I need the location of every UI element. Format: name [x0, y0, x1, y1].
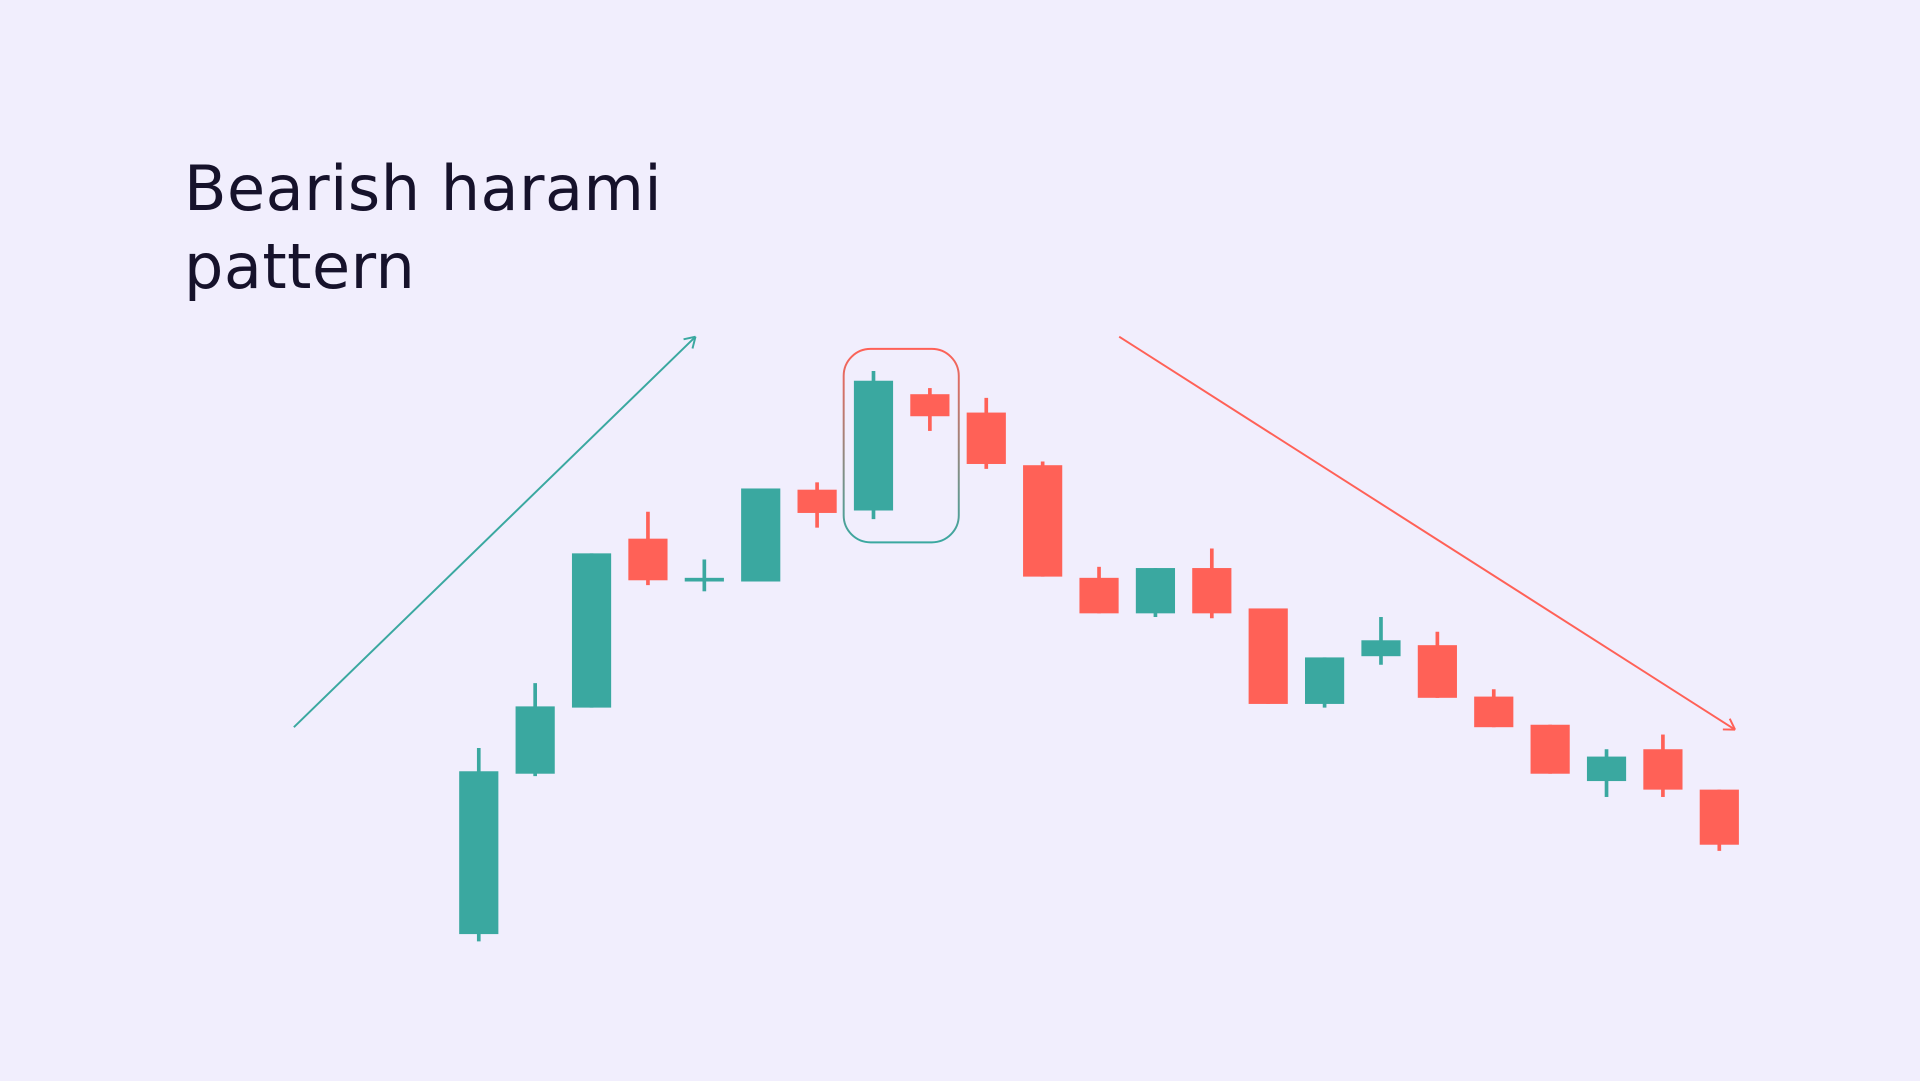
- candle-body: [628, 538, 668, 581]
- candle-body: [853, 380, 894, 511]
- candle-body: [459, 771, 499, 935]
- candle-body: [1305, 657, 1345, 704]
- candle-body: [966, 412, 1006, 464]
- candle-12: [1079, 566, 1119, 614]
- candle-body: [1530, 724, 1570, 774]
- candle-body: [1361, 640, 1401, 657]
- candle-body: [741, 488, 781, 582]
- candle-body: [1474, 696, 1514, 728]
- candle-1: [459, 748, 499, 942]
- trend-arrow-down: [1118, 335, 1736, 731]
- candle-11: [1023, 461, 1063, 577]
- candle-body: [684, 577, 724, 582]
- candle-7: [797, 482, 837, 528]
- candle-6: [741, 488, 781, 582]
- candle-19: [1474, 689, 1514, 728]
- candle-20: [1530, 724, 1570, 774]
- chart-title: Bearish harami pattern: [184, 152, 663, 303]
- trend-arrow-up: [293, 335, 697, 728]
- candle-5: [684, 559, 724, 592]
- candle-14: [1192, 548, 1232, 619]
- candle-body: [1192, 568, 1232, 614]
- candle-10: [966, 397, 1006, 469]
- candle-body: [1699, 789, 1739, 845]
- candle-21: [1586, 749, 1627, 797]
- candle-23: [1699, 789, 1739, 851]
- candle-17: [1361, 617, 1401, 665]
- candle-body: [1023, 465, 1063, 577]
- candle-body: [1135, 568, 1176, 614]
- candle-body: [1248, 608, 1288, 704]
- candle-16: [1305, 657, 1345, 708]
- candle-body: [515, 706, 555, 774]
- candle-13: [1135, 568, 1176, 618]
- candle-body: [1079, 577, 1119, 614]
- candle-22: [1643, 734, 1683, 797]
- candle-body: [1417, 645, 1457, 698]
- candle-body: [1586, 756, 1627, 782]
- harami-highlight-box: [842, 347, 960, 544]
- candle-body: [797, 489, 837, 513]
- candle-2: [515, 683, 555, 777]
- candle-8: [853, 370, 894, 520]
- candle-body: [1643, 749, 1683, 790]
- candle-18: [1417, 631, 1457, 698]
- candle-4: [628, 511, 668, 586]
- candle-9: [910, 388, 950, 431]
- candle-body: [571, 553, 612, 708]
- candle-15: [1248, 608, 1288, 704]
- candle-body: [910, 394, 950, 417]
- candle-3: [571, 553, 612, 708]
